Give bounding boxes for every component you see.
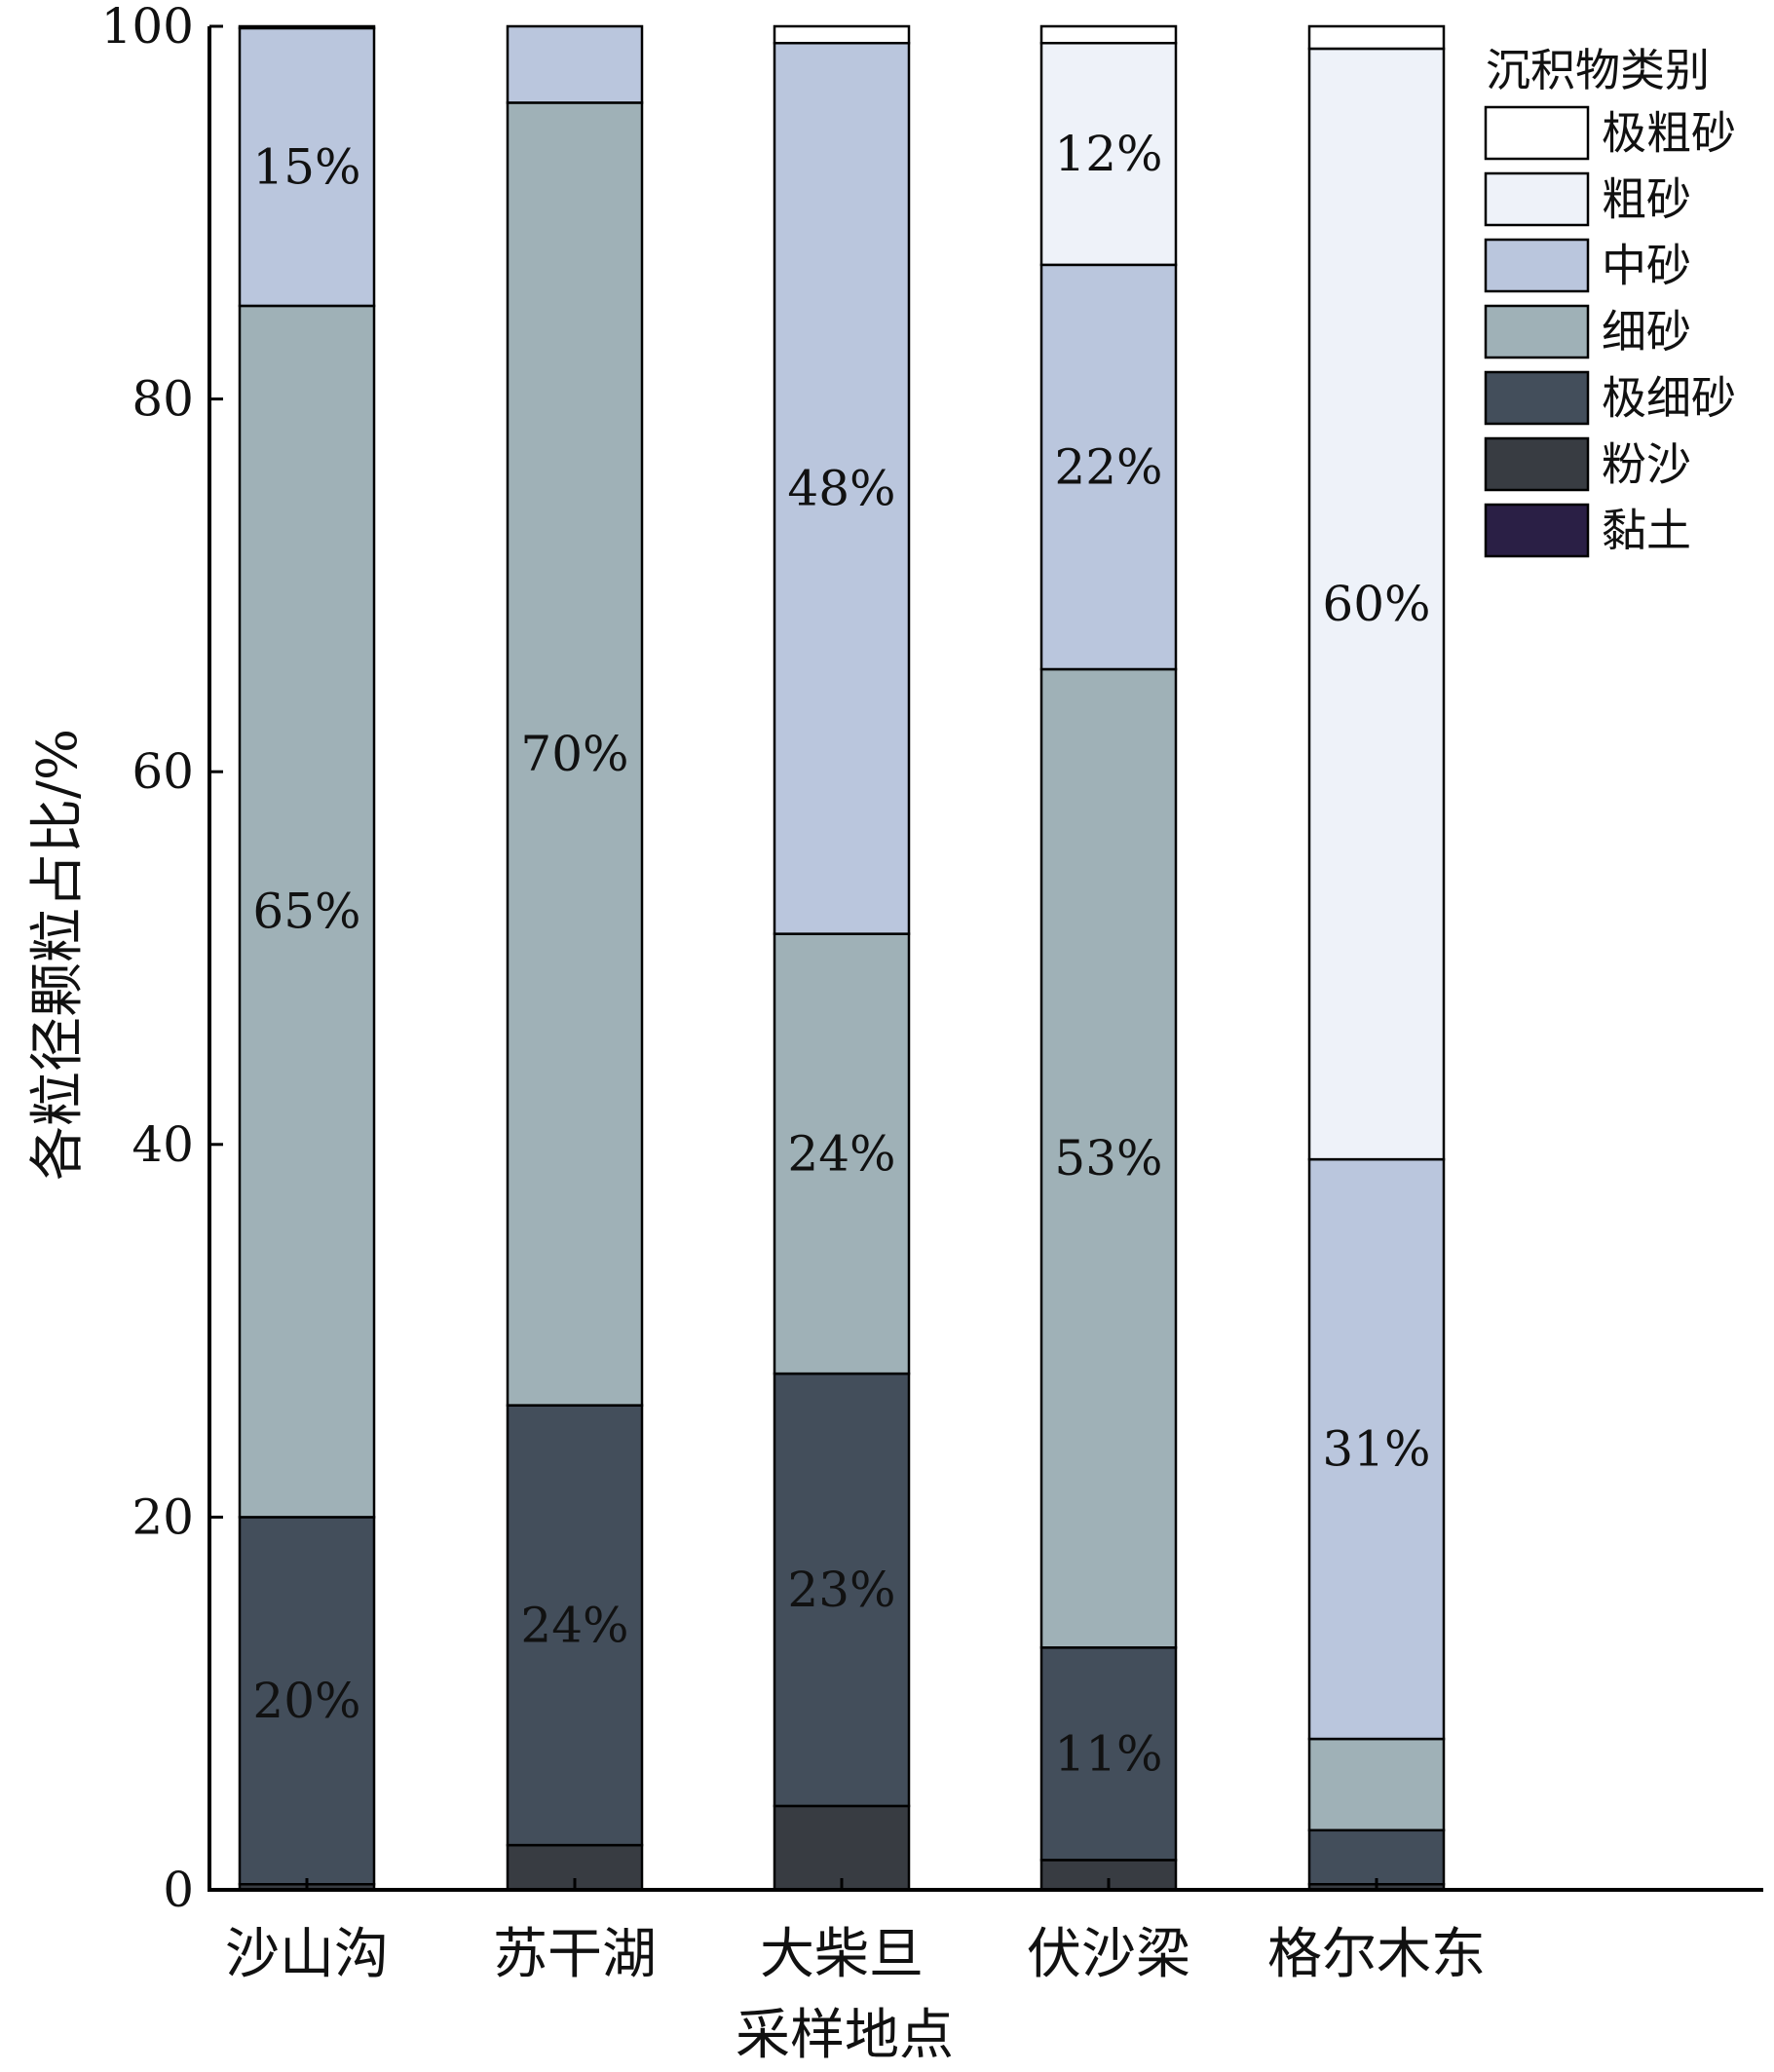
- legend-label-6: 黏土: [1602, 505, 1691, 557]
- data-label-3-3: 53%: [1054, 1130, 1162, 1187]
- bar-segment-4-3: [1307, 1737, 1446, 1832]
- bar-segment-2-3: [773, 932, 911, 1375]
- legend-swatch-6: [1484, 503, 1590, 558]
- bar-segment-0-4: [238, 26, 376, 308]
- y-tick-label-0: 0: [163, 1862, 194, 1918]
- bar-segment-0-2: [238, 1516, 376, 1886]
- data-label-3-4: 22%: [1054, 438, 1162, 495]
- data-label-0-3: 65%: [252, 884, 360, 940]
- bar-segments: [238, 24, 1446, 1892]
- x-tick-label-4: 格尔木东: [1267, 1923, 1486, 1986]
- data-label-2-2: 23%: [787, 1562, 895, 1618]
- legend-label-1: 粗砂: [1602, 173, 1691, 226]
- bar-segment-3-5: [1039, 41, 1178, 267]
- bar-segment-0-3: [238, 304, 376, 1519]
- x-tick-label-0: 沙山沟: [225, 1923, 389, 1986]
- y-axis-title: 各粒径颗粒占比/%: [26, 729, 90, 1181]
- data-labels: 20% 65% 15% 24% 70% 23% 24% 48% 11% 53% 22% 12% 31% 6…: [252, 126, 1430, 1782]
- x-tick-label-2: 大柴旦: [760, 1923, 924, 1986]
- legend-swatch-3: [1484, 304, 1590, 359]
- y-tick-label-2: 40: [132, 1116, 194, 1173]
- data-label-2-4: 48%: [787, 460, 895, 516]
- bar-segment-3-2: [1039, 1646, 1178, 1862]
- bar-segment-2-6: [773, 24, 911, 45]
- axes: [208, 26, 1763, 1892]
- x-tick-labels: 沙山沟 苏干湖 大柴旦 伏沙梁 格尔木东: [225, 1923, 1486, 1986]
- x-axis-title: 采样地点: [736, 2004, 954, 2067]
- bar-segment-0-6: [238, 24, 376, 30]
- legend-label-0: 极粗砂: [1602, 107, 1736, 160]
- legend-label-4: 极细砂: [1602, 372, 1736, 425]
- y-ticks: 0 20 40 60 80 100: [101, 0, 1378, 1918]
- bar-segment-3-6: [1039, 24, 1178, 45]
- legend-swatch-2: [1484, 238, 1590, 293]
- y-tick-label-5: 100: [101, 0, 194, 55]
- y-tick-label-1: 20: [132, 1488, 194, 1545]
- bar-segment-3-4: [1039, 263, 1178, 671]
- data-label-2-3: 24%: [787, 1125, 895, 1182]
- bar-segment-2-1: [773, 1804, 911, 1892]
- legend-label-5: 粉沙: [1602, 438, 1691, 491]
- data-label-3-2: 11%: [1054, 1725, 1162, 1782]
- bar-segment-4-4: [1307, 1157, 1446, 1741]
- data-label-1-3: 70%: [520, 726, 628, 782]
- y-tick-label-4: 80: [132, 371, 194, 428]
- data-label-3-5: 12%: [1054, 126, 1162, 182]
- data-label-1-2: 24%: [520, 1597, 628, 1653]
- legend-label-2: 中砂: [1602, 240, 1691, 292]
- legend-title: 沉积物类别: [1486, 44, 1710, 96]
- bar-segment-4-5: [1307, 47, 1446, 1161]
- bar-segment-4-6: [1307, 24, 1446, 51]
- bar-segment-4-2: [1307, 1828, 1446, 1886]
- legend-swatch-4: [1484, 370, 1590, 426]
- data-label-0-4: 15%: [252, 138, 360, 195]
- legend-swatch-1: [1484, 171, 1590, 227]
- data-label-0-2: 20%: [252, 1673, 360, 1729]
- data-label-4-5: 60%: [1322, 576, 1430, 632]
- legend-swatch-0: [1484, 105, 1590, 161]
- bar-segment-2-2: [773, 1372, 911, 1808]
- legend-swatch-5: [1484, 436, 1590, 492]
- legend-label-3: 细砂: [1602, 306, 1691, 358]
- x-tick-label-3: 伏沙梁: [1027, 1923, 1190, 1986]
- bar-segment-1-4: [506, 24, 644, 104]
- bar-segment-3-3: [1039, 667, 1178, 1649]
- y-tick-label-3: 60: [132, 743, 194, 800]
- x-tick-label-1: 苏干湖: [493, 1923, 657, 1986]
- data-label-4-4: 31%: [1322, 1421, 1430, 1478]
